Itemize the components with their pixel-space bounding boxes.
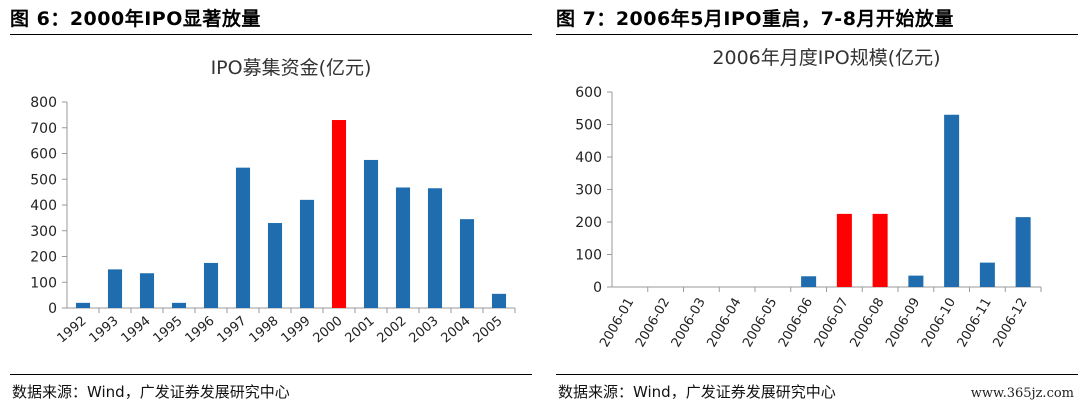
x-tick-label: 2006-10 <box>919 296 959 351</box>
x-tick-label: 2002 <box>375 314 410 347</box>
x-tick-label: 1992 <box>55 314 90 347</box>
x-tick-label: 2005 <box>471 314 506 347</box>
title-divider <box>556 34 1078 35</box>
watermark: www.365jz.com <box>970 386 1074 401</box>
x-tick-label: 2004 <box>439 314 474 347</box>
y-tick-label: 600 <box>575 85 602 101</box>
y-tick-label: 300 <box>30 224 57 240</box>
bar-2000 <box>331 120 347 309</box>
y-tick-label: 100 <box>30 275 57 291</box>
x-tick-label: 1994 <box>119 314 154 347</box>
bar-1997 <box>235 167 251 308</box>
title-divider <box>10 34 532 35</box>
chart-title: 2006年月度IPO规模(亿元) <box>712 47 940 69</box>
x-tick-label: 1996 <box>183 314 218 347</box>
y-tick-label: 700 <box>30 121 57 137</box>
bar-1993 <box>107 269 123 308</box>
figure-6-panel: 图 6：2000年IPO显著放量 IPO募集资金(亿元) 0 100 200 300 40… <box>10 0 532 412</box>
x-tick-label: 2003 <box>407 314 442 347</box>
y-tick-label: 400 <box>30 198 57 214</box>
bar-2001 <box>363 159 379 308</box>
y-tick-label: 0 <box>48 301 57 317</box>
bar-1996 <box>203 262 219 308</box>
bar-2006-12 <box>1015 217 1031 287</box>
bar-1992 <box>75 302 91 308</box>
bar-2006-10 <box>944 114 960 287</box>
bar-1999 <box>299 199 315 308</box>
bar-2006-09 <box>908 275 924 287</box>
x-tick-label: 1995 <box>151 314 186 347</box>
figure-7-panel: 图 7：2006年5月IPO重启，7-8月开始放量 2006年月度IPO规模(亿… <box>556 0 1078 412</box>
x-tick-label: 2006-09 <box>883 296 923 351</box>
bar-2004 <box>459 219 475 308</box>
source-note: 数据来源：Wind，广发证券发展研究中心 <box>12 383 290 401</box>
x-tick-label: 2006-11 <box>955 296 995 351</box>
x-tick-label: 2006-02 <box>633 296 673 351</box>
y-tick-label: 200 <box>30 250 57 266</box>
x-tick-label: 1998 <box>247 314 282 347</box>
source-divider <box>556 374 1078 375</box>
bar-1998 <box>267 223 283 308</box>
bar-2005 <box>491 293 507 308</box>
bar-2003 <box>427 188 443 308</box>
x-tick-label: 2006-08 <box>847 296 887 351</box>
chart-title: IPO募集资金(亿元) <box>211 57 372 79</box>
figure-title: 图 7：2006年5月IPO重启，7-8月开始放量 <box>556 8 954 30</box>
y-tick-label: 800 <box>30 95 57 111</box>
bar-2006-11 <box>979 262 995 287</box>
x-tick-label: 2000 <box>311 314 346 347</box>
x-tick-label: 2001 <box>343 314 378 347</box>
y-tick-label: 400 <box>575 150 602 166</box>
bar-2006-08 <box>872 213 888 287</box>
x-tick-label: 1993 <box>87 314 122 347</box>
ipo-annual-bar-chart: IPO募集资金(亿元) 0 100 200 300 400 500 600 700 800 1992… <box>30 57 516 347</box>
x-tick-label: 2006-03 <box>669 296 709 351</box>
y-tick-label: 200 <box>575 215 602 231</box>
x-tick-label: 2006-04 <box>704 296 744 351</box>
y-tick-label: 0 <box>593 280 602 296</box>
x-tick-label: 1999 <box>279 314 314 347</box>
ipo-monthly-2006-bar-chart: 2006年月度IPO规模(亿元) 0 100 200 300 400 500 600 2006-… <box>575 47 1042 351</box>
x-tick-label: 1997 <box>215 314 250 347</box>
bar-2002 <box>395 187 411 308</box>
source-divider <box>10 374 532 375</box>
bar-2006-06 <box>801 276 817 287</box>
y-tick-label: 500 <box>30 172 57 188</box>
x-tick-label: 2006-01 <box>597 296 637 351</box>
figure-title: 图 6：2000年IPO显著放量 <box>10 8 261 30</box>
y-tick-label: 300 <box>575 183 602 199</box>
x-tick-label: 2006-12 <box>990 296 1030 351</box>
y-tick-label: 500 <box>575 118 602 134</box>
y-tick-label: 600 <box>30 147 57 163</box>
bar-2006-07 <box>836 213 852 287</box>
x-tick-label: 2006-05 <box>740 296 780 351</box>
y-tick-label: 100 <box>575 248 602 264</box>
bar-1995 <box>171 302 187 308</box>
x-tick-label: 2006-06 <box>776 296 816 351</box>
bar-1994 <box>139 273 155 308</box>
x-tick-label: 2006-07 <box>812 296 852 351</box>
source-note: 数据来源：Wind，广发证券发展研究中心 <box>558 383 836 401</box>
